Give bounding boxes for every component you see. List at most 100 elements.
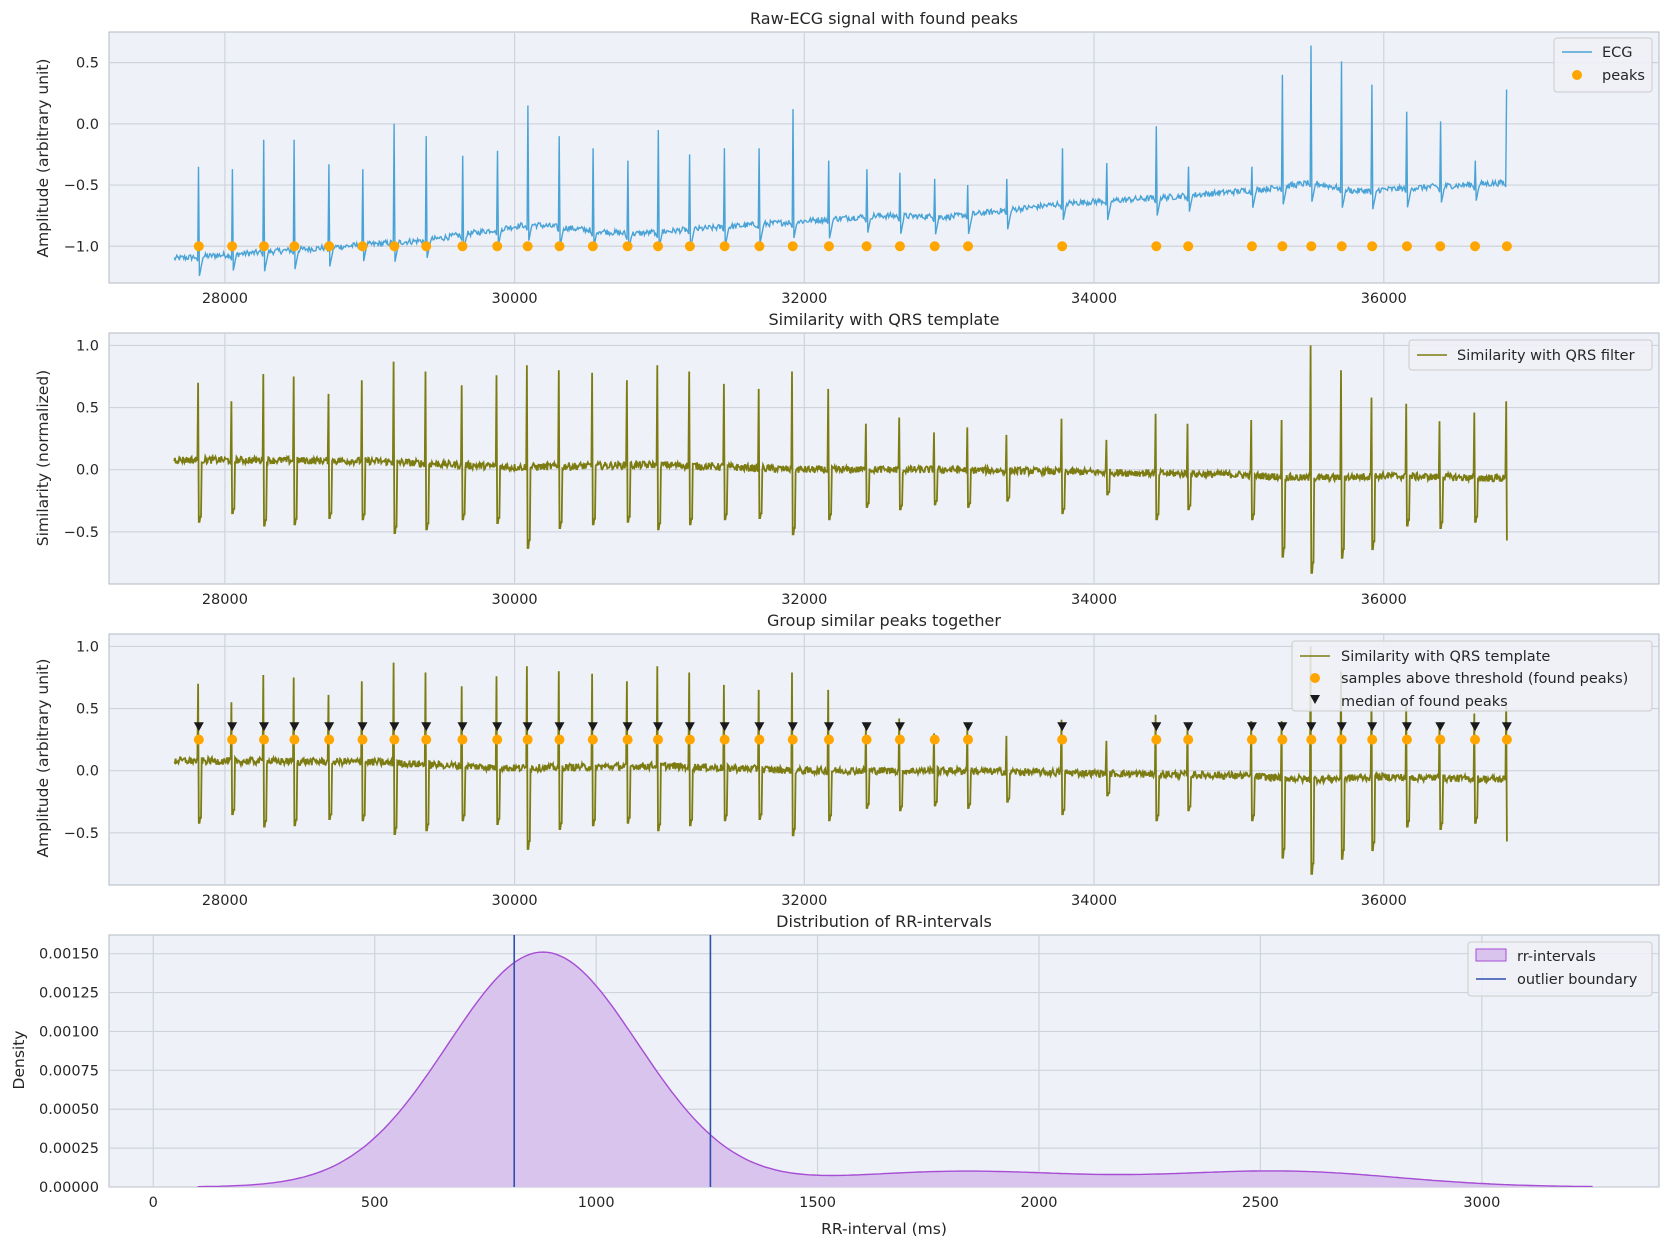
median-marker xyxy=(227,722,238,732)
peak-marker xyxy=(457,241,468,252)
y-tick-label: 0.5 xyxy=(76,702,99,718)
peak-marker xyxy=(587,241,598,252)
median-marker xyxy=(357,722,368,732)
legend-label-outlier: outlier boundary xyxy=(1517,972,1638,988)
median-marker xyxy=(622,722,633,732)
median-marker xyxy=(1401,722,1412,732)
median-marker xyxy=(861,722,872,732)
panel-similarity: Similarity with QRS template Similarity … xyxy=(34,310,1660,608)
x-tick-label: 34000 xyxy=(1071,893,1117,909)
found-peak-marker xyxy=(754,734,765,745)
median-marker xyxy=(1501,722,1512,732)
legend-label-rr: rr-intervals xyxy=(1517,949,1596,965)
peak-marker xyxy=(929,241,940,252)
median-marker xyxy=(787,722,798,732)
series-similarity xyxy=(173,646,1508,875)
found-peak-marker xyxy=(787,734,798,745)
peak-marker xyxy=(492,241,503,252)
found-peak-marker xyxy=(1435,734,1446,745)
legend: Similarity with QRS template samples abo… xyxy=(1291,640,1653,712)
y-axis-label: Amplitude (arbitrary unit) xyxy=(34,59,52,258)
x-tick-label: 34000 xyxy=(1071,592,1117,608)
median-marker xyxy=(1367,722,1378,732)
y-tick-label: 0.00025 xyxy=(39,1141,99,1157)
y-axis-label: Amplitude (arbitrary unit) xyxy=(34,659,52,858)
found-peak-marker xyxy=(929,734,940,745)
found-peak-marker xyxy=(259,734,269,745)
y-tick-label: 0.00075 xyxy=(39,1063,99,1079)
found-peak-marker xyxy=(522,734,533,745)
found-peak-marker xyxy=(719,734,730,745)
data-layer xyxy=(173,646,1512,875)
y-axis-label: Density xyxy=(10,1031,28,1090)
peak-marker xyxy=(259,241,269,252)
found-peak-marker xyxy=(193,734,204,745)
y-tick-label: 1.0 xyxy=(76,338,99,354)
y-tick-label: 0.5 xyxy=(76,401,99,417)
rr-density-area xyxy=(197,952,1593,1187)
median-marker xyxy=(754,722,765,732)
peak-marker xyxy=(522,241,533,252)
x-tick-label: 36000 xyxy=(1361,291,1407,307)
legend-swatch-rr xyxy=(1475,948,1507,962)
panel-title: Similarity with QRS template xyxy=(769,310,1000,329)
peak-marker xyxy=(1246,241,1257,252)
median-marker xyxy=(421,722,432,732)
panel-title: Raw-ECG signal with found peaks xyxy=(750,9,1018,28)
peak-marker xyxy=(861,241,872,252)
median-marker xyxy=(193,722,204,732)
found-peak-marker xyxy=(653,734,664,745)
panel-title: Distribution of RR-intervals xyxy=(776,912,992,931)
found-peak-marker xyxy=(823,734,834,745)
x-tick-label: 2000 xyxy=(1021,1195,1058,1211)
peak-marker xyxy=(963,241,974,252)
peak-marker xyxy=(227,241,238,252)
peak-marker xyxy=(1183,241,1194,252)
x-tick-label: 28000 xyxy=(202,291,248,307)
peak-marker xyxy=(389,241,400,252)
data-layer xyxy=(197,935,1593,1187)
peak-marker xyxy=(1435,241,1446,252)
peak-marker xyxy=(754,241,765,252)
legend-label-similarity: Similarity with QRS template xyxy=(1341,649,1550,665)
legend: ECG peaks xyxy=(1553,37,1653,93)
x-tick-label: 32000 xyxy=(781,893,827,909)
found-peak-marker xyxy=(1151,734,1162,745)
plot-area-ecg xyxy=(108,31,1660,284)
found-peak-marker xyxy=(227,734,238,745)
y-tick-label: 0.5 xyxy=(76,56,99,72)
median-marker xyxy=(1277,722,1288,732)
median-marker xyxy=(684,722,695,732)
x-tick-label: 3000 xyxy=(1463,1195,1500,1211)
found-peak-marker xyxy=(1401,734,1412,745)
data-layer xyxy=(173,345,1508,574)
median-marker xyxy=(894,722,905,732)
median-marker xyxy=(1336,722,1347,732)
y-tick-label: 0.0 xyxy=(76,463,99,479)
found-peak-marker xyxy=(1470,734,1481,745)
peak-marker xyxy=(653,241,664,252)
peak-marker xyxy=(421,241,432,252)
peak-marker xyxy=(1336,241,1347,252)
median-marker xyxy=(554,722,565,732)
legend-label-median: median of found peaks xyxy=(1341,694,1508,710)
found-peak-marker xyxy=(457,734,468,745)
legend: Similarity with QRS filter xyxy=(1408,339,1653,371)
found-peak-marker xyxy=(1306,734,1317,745)
median-marker xyxy=(1435,722,1446,732)
found-peak-marker xyxy=(861,734,872,745)
x-tick-label: 32000 xyxy=(781,592,827,608)
x-tick-label: 30000 xyxy=(492,291,538,307)
legend-box xyxy=(1408,339,1653,371)
x-tick-label: 28000 xyxy=(202,893,248,909)
found-peak-marker xyxy=(622,734,633,745)
found-peak-marker xyxy=(1057,734,1068,745)
peak-marker xyxy=(1501,241,1512,252)
peak-marker xyxy=(823,241,834,252)
median-marker xyxy=(1246,722,1257,732)
x-axis-label: RR-interval (ms) xyxy=(821,1220,947,1238)
y-tick-label: 0.00100 xyxy=(39,1024,99,1040)
y-tick-label: 0.0 xyxy=(76,764,99,780)
median-marker xyxy=(1151,722,1162,732)
peak-marker xyxy=(1057,241,1068,252)
